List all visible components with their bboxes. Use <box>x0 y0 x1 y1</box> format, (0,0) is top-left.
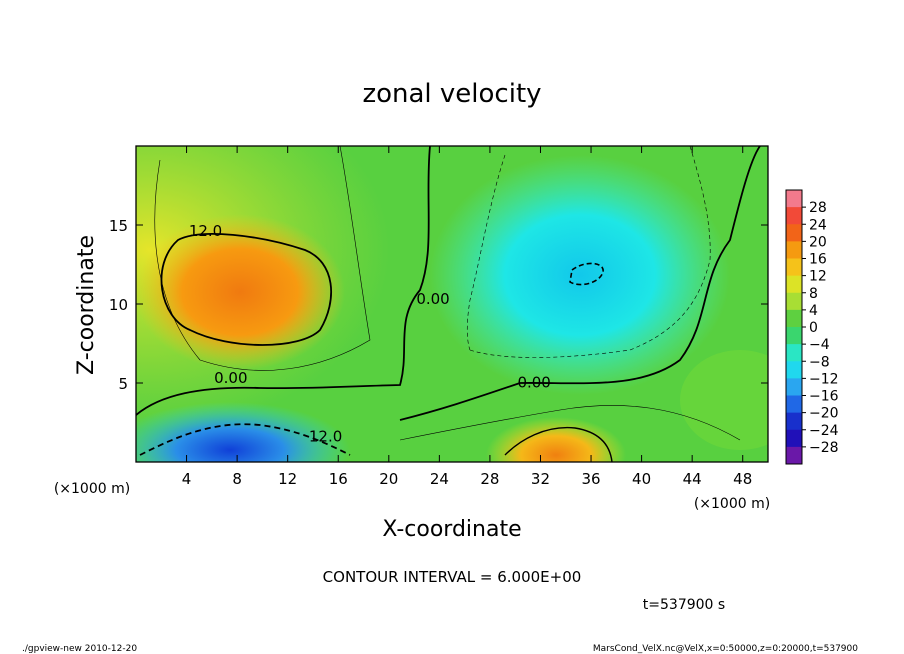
y-tick-label: 15 <box>109 217 128 235</box>
x-tick-label: 40 <box>632 470 651 488</box>
contour-12-lower-right <box>504 426 613 462</box>
colorbar-segment <box>786 446 802 465</box>
x-tick-label: 4 <box>182 470 192 488</box>
contour-zero-left <box>136 146 431 416</box>
contour-minus6-thin <box>469 146 711 358</box>
x-unit-right: (×1000 m) <box>694 496 770 512</box>
contour-minus6-thin-left <box>466 154 506 351</box>
time-label: t=537900 s <box>643 597 725 613</box>
x-tick-label: 8 <box>232 470 242 488</box>
colorbar-label: 8 <box>809 286 818 302</box>
colorbar-label: −28 <box>809 440 839 456</box>
contour-interval-label: CONTOUR INTERVAL = 6.000E+00 <box>323 568 582 586</box>
x-tick-label: 12 <box>278 470 297 488</box>
colorbar-label: −16 <box>809 389 839 405</box>
colorbar-label: 28 <box>809 200 827 216</box>
colorbar-segment <box>786 207 802 225</box>
footer-right: MarsCond_VelX.nc@VelX,x=0:50000,z=0:2000… <box>593 644 858 654</box>
contour-6-thin-lower <box>399 405 741 441</box>
x-tick-label: 24 <box>430 470 449 488</box>
negative-core-lower-left <box>136 402 350 462</box>
colorbar-label: 12 <box>809 269 827 285</box>
positive-core-upper-left <box>136 214 345 370</box>
y-axis: 5 10 15 <box>109 217 768 393</box>
chart-title: zonal velocity <box>362 79 541 109</box>
positive-core-lower-right <box>486 417 626 462</box>
colorbar-label: −8 <box>809 354 830 370</box>
x-axis-label: X-coordinate <box>382 517 521 542</box>
colorbar-segment <box>786 309 802 328</box>
x-unit-left: (×1000 m) <box>54 481 130 497</box>
colorbar-label: −12 <box>809 371 839 387</box>
colorbar-label: −4 <box>809 337 830 353</box>
contour-zero-right <box>399 146 761 421</box>
colorbar-label: 24 <box>809 217 827 233</box>
colorbar-segment <box>786 190 802 208</box>
contour-label: 12.0 <box>189 222 222 240</box>
colorbar-label: 4 <box>809 303 818 319</box>
contour-label: 0.00 <box>416 290 449 308</box>
contour-minus12-lower <box>139 423 351 456</box>
colorbar-segment <box>786 241 802 259</box>
colorbar-label: 20 <box>809 234 827 250</box>
x-tick-label: 44 <box>683 470 702 488</box>
colorbar-segment <box>786 292 802 311</box>
y-axis-label: Z-coordinate <box>74 235 99 375</box>
x-tick-label: 48 <box>733 470 752 488</box>
colorbar-segment <box>786 275 802 294</box>
x-tick-label: 16 <box>329 470 348 488</box>
negative-core-upper-right <box>430 155 730 395</box>
colorbar-segment <box>786 327 802 345</box>
colorbar-label: 0 <box>809 320 818 336</box>
colorbar-label: −24 <box>809 423 839 439</box>
colorbar-segment <box>786 258 802 277</box>
x-tick-label: 28 <box>480 470 499 488</box>
x-tick-label: 32 <box>531 470 550 488</box>
contour-12-upper <box>160 233 332 346</box>
colorbar-segment <box>786 395 802 414</box>
plot-area: 12.0 0.00 0.00 0.00 12.0 <box>136 146 768 462</box>
contour-minus12-upper <box>569 262 604 286</box>
contour-label: 0.00 <box>517 374 550 392</box>
x-axis: 4 8 12 16 20 24 28 32 36 40 44 48 <box>182 146 752 488</box>
colorbar-label: 16 <box>809 252 827 268</box>
colorbar-segment <box>786 344 802 362</box>
x-tick-label: 20 <box>379 470 398 488</box>
contour-6-thin <box>154 146 371 371</box>
footer-left: ./gpview-new 2010-12-20 <box>22 644 137 654</box>
colorbar-segment <box>786 429 802 448</box>
contour-label: 0.00 <box>214 369 247 387</box>
contour-label: 12.0 <box>309 427 342 445</box>
y-tick-label: 5 <box>118 375 128 393</box>
colorbar-segment <box>786 412 802 431</box>
colorbar-label: −20 <box>809 406 839 422</box>
colorbar-segment <box>786 378 802 396</box>
colorbar-segment <box>786 224 802 242</box>
x-tick-label: 36 <box>581 470 600 488</box>
colorbar-segment <box>786 361 802 379</box>
y-tick-label: 10 <box>109 296 128 314</box>
colorbar <box>785 189 803 465</box>
green-region-right <box>680 350 768 450</box>
contour-labels: 12.0 0.00 0.00 0.00 12.0 <box>189 222 551 445</box>
